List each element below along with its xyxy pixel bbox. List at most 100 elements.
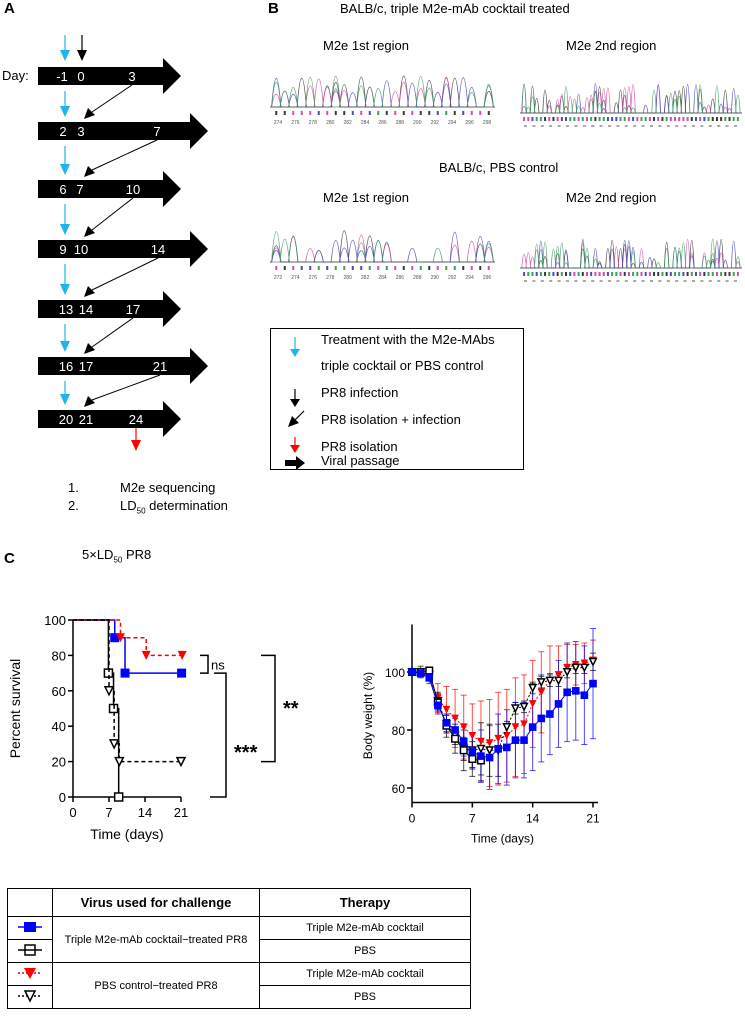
- base-call-mark: [326, 266, 329, 270]
- position-tick-mark: [608, 280, 611, 282]
- x-tick-label: 21: [174, 805, 188, 820]
- base-call-mark: [385, 111, 388, 115]
- position-tick-mark: [549, 125, 553, 127]
- data-point: [545, 676, 555, 686]
- diagonal-arrow-icon: [84, 343, 95, 354]
- base-call-mark: [602, 117, 605, 121]
- base-call-mark: [715, 272, 718, 276]
- isolation-infection-arrow-line: [91, 257, 159, 291]
- base-call-mark: [686, 117, 689, 121]
- position-tick-mark: [734, 280, 737, 282]
- isolation-infection-arrow-line: [91, 197, 134, 231]
- base-call-mark: [602, 272, 605, 276]
- base-call-mark: [326, 111, 329, 115]
- base-call-mark: [627, 272, 630, 276]
- panel-c-title: 5×LD50 PR8: [82, 547, 151, 565]
- data-point: [562, 667, 572, 677]
- day-number: 7: [76, 182, 83, 197]
- virus-cell: PBS control−treated PR8: [52, 962, 260, 1009]
- base-call-mark: [703, 272, 706, 276]
- data-point: [519, 702, 529, 712]
- position-tick-mark: [734, 125, 737, 127]
- data-point: [554, 671, 563, 679]
- data-point: [571, 687, 580, 695]
- blue-down-arrow-icon: [60, 224, 70, 235]
- base-call-mark: [598, 272, 601, 276]
- day-number: 2: [59, 124, 66, 139]
- viral-passage-arrow: [38, 348, 208, 384]
- data-point: [177, 668, 187, 678]
- base-call-mark: [368, 111, 371, 115]
- significance-bracket: [261, 654, 276, 763]
- base-call-mark: [590, 272, 593, 276]
- base-call-mark: [527, 272, 530, 276]
- blue-down-arrow-icon: [60, 341, 70, 352]
- base-call-mark: [539, 117, 542, 121]
- data-point: [110, 633, 120, 643]
- data-point: [468, 732, 477, 740]
- base-call-mark: [548, 117, 551, 121]
- therapy-cell: PBS: [259, 985, 471, 1009]
- base-call-mark: [385, 266, 388, 270]
- position-tick-mark: [658, 280, 662, 282]
- base-call-mark: [283, 266, 286, 270]
- isolation-infection-arrow-line: [91, 317, 134, 348]
- legend-item-isolation-infection: PR8 isolation + infection: [321, 412, 461, 427]
- base-call-mark: [402, 266, 405, 270]
- y-tick-label: 40: [52, 719, 66, 734]
- base-call-mark: [351, 111, 354, 115]
- base-call-mark: [703, 117, 706, 121]
- viral-passage-arrow: [38, 231, 208, 267]
- base-call-mark: [453, 266, 456, 270]
- position-tick-mark: [549, 280, 553, 282]
- chromatogram-treated-region1: 274 276 278 280 282 284 286 288 290 292 294 296 298: [270, 75, 495, 126]
- base-call-mark: [640, 272, 643, 276]
- position-tick-label: 290: [413, 120, 422, 126]
- title-sub: 50: [113, 555, 123, 565]
- base-call-mark: [577, 117, 580, 121]
- base-call-mark: [523, 272, 526, 276]
- base-call-mark: [632, 117, 635, 121]
- data-point: [537, 688, 546, 697]
- position-tick-label: 290: [431, 275, 440, 281]
- data-point: [589, 679, 597, 688]
- base-call-mark: [715, 117, 718, 121]
- base-call-mark: [309, 266, 312, 270]
- data-point: [503, 732, 511, 740]
- base-call-mark: [674, 117, 677, 121]
- base-call-mark: [377, 111, 380, 115]
- position-tick-mark: [692, 280, 695, 282]
- position-tick-mark: [557, 125, 561, 127]
- data-point: [113, 792, 124, 802]
- day-number: 14: [79, 302, 93, 317]
- data-point: [588, 657, 598, 667]
- data-point: [563, 688, 571, 697]
- isolation-infection-arrow-line: [91, 84, 133, 113]
- base-call-mark: [523, 117, 526, 121]
- position-tick-label: 298: [483, 120, 492, 126]
- base-call-mark: [707, 117, 710, 121]
- position-tick-mark: [725, 280, 729, 282]
- position-tick-label: 272: [274, 275, 283, 281]
- position-tick-mark: [650, 280, 653, 282]
- blue-down-arrow-icon: [60, 50, 70, 61]
- base-call-mark: [590, 117, 593, 121]
- base-call-mark: [690, 117, 693, 121]
- data-point: [554, 676, 564, 686]
- base-call-mark: [724, 272, 727, 276]
- position-tick-mark: [574, 280, 578, 282]
- position-tick-label: 274: [274, 120, 283, 126]
- data-point: [442, 718, 451, 727]
- base-call-mark: [653, 117, 656, 121]
- base-call-mark: [334, 111, 337, 115]
- blue-down-arrow-icon: [290, 337, 300, 357]
- position-tick-mark: [574, 125, 578, 127]
- position-tick-label: 296: [483, 275, 492, 281]
- base-call-mark: [573, 272, 576, 276]
- position-tick-mark: [683, 125, 687, 127]
- position-tick-label: 286: [378, 120, 387, 126]
- data-point: [485, 739, 494, 747]
- base-call-mark: [334, 266, 337, 270]
- outcome-1: 1. M2e sequencing: [68, 480, 215, 495]
